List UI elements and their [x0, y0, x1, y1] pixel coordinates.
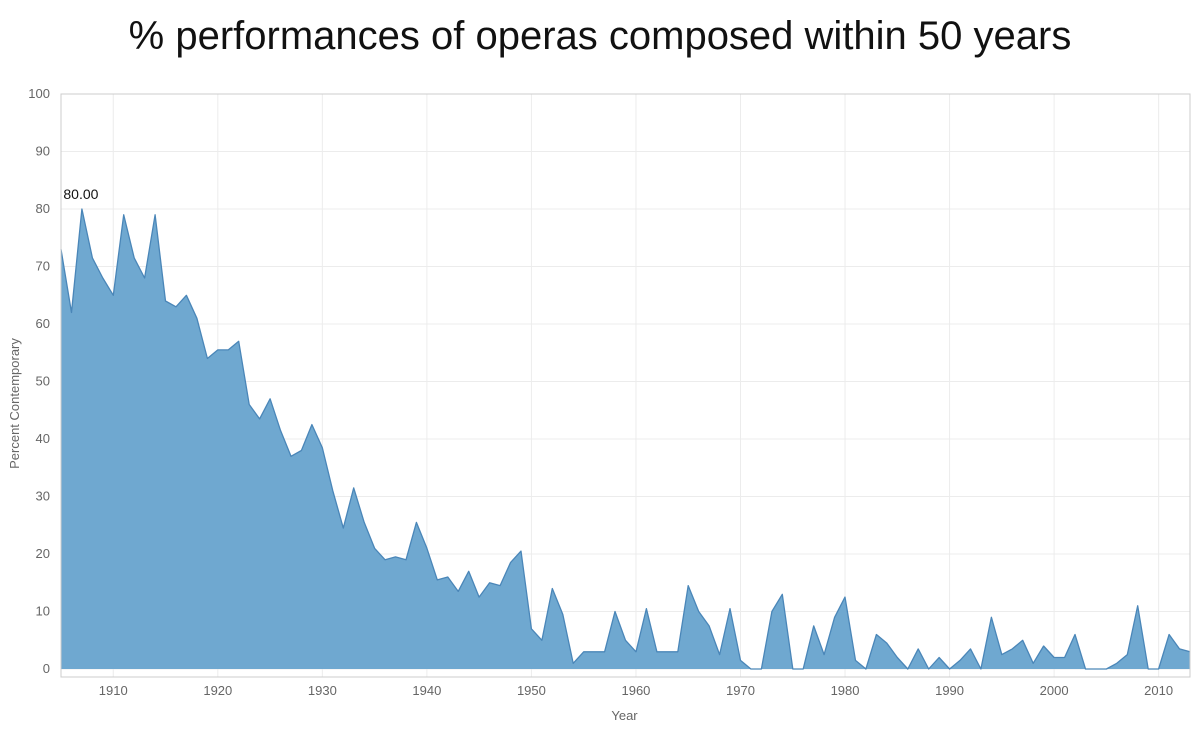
x-tick-label: 1990	[935, 683, 964, 698]
x-axis-ticks: 1910 1920 1930 1940 1950 1960 1970 1980 1990 2000…	[99, 683, 1173, 698]
peak-value-label: 80.00	[63, 186, 98, 202]
x-tick-label: 1970	[726, 683, 755, 698]
x-tick-label: 1920	[203, 683, 232, 698]
y-tick-label: 70	[36, 259, 50, 274]
y-tick-label: 40	[36, 431, 50, 446]
area-layer	[60, 208, 1191, 670]
x-tick-label: 1960	[621, 683, 650, 698]
y-tick-label: 20	[36, 546, 50, 561]
x-tick-label: 1980	[831, 683, 860, 698]
x-tick-label: 1930	[308, 683, 337, 698]
y-tick-label: 60	[36, 316, 50, 331]
plot-frame	[60, 93, 1191, 678]
x-tick-label: 2000	[1040, 683, 1069, 698]
y-tick-label: 100	[28, 86, 50, 101]
chart-title: % performances of operas composed within…	[128, 14, 1072, 58]
y-tick-label: 80	[36, 201, 50, 216]
x-tick-label: 1910	[99, 683, 128, 698]
y-tick-label: 30	[36, 489, 50, 504]
x-axis-title: Year	[611, 708, 638, 723]
area-line	[60, 208, 1191, 670]
y-axis-ticks: 0 10 20 30 40 50 60 70 80 90 100	[28, 86, 50, 676]
y-axis-title: Percent Contemporary	[7, 338, 22, 469]
y-tick-label: 50	[36, 374, 50, 389]
y-tick-label: 10	[36, 604, 50, 619]
x-tick-label: 2010	[1144, 683, 1173, 698]
x-tick-label: 1940	[412, 683, 441, 698]
y-tick-label: 0	[43, 661, 50, 676]
x-tick-label: 1950	[517, 683, 546, 698]
area-fill	[61, 209, 1190, 669]
y-tick-label: 90	[36, 144, 50, 159]
